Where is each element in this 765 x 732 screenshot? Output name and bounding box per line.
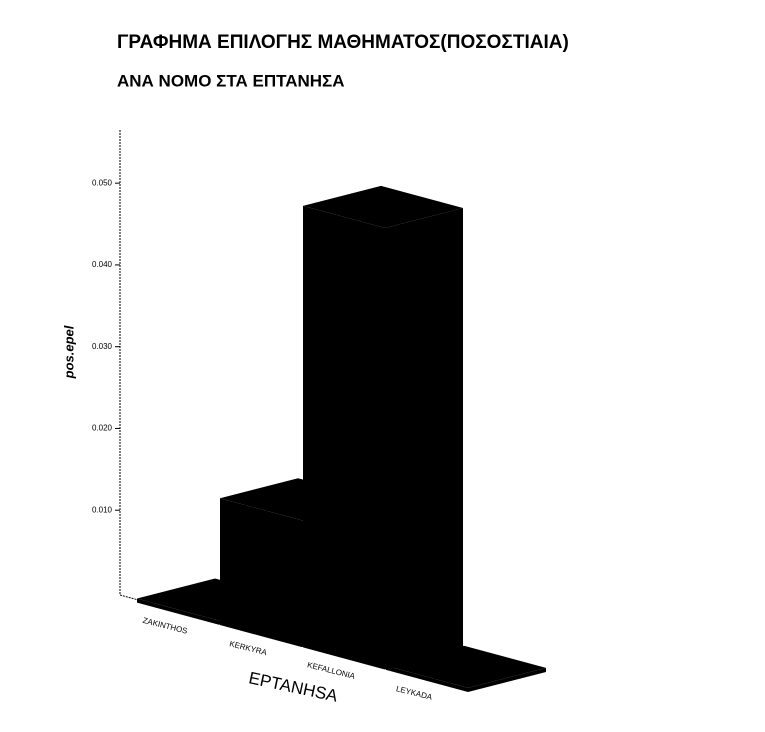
- x-tick-label: KERKYRA: [228, 639, 268, 657]
- x-tick-label: ZAKINTHOS: [142, 616, 189, 636]
- y-tick-label: 0.030: [92, 342, 113, 351]
- x-tick-label: LEYKADA: [395, 684, 434, 702]
- y-tick-label: 0.040: [92, 260, 113, 269]
- bar: [303, 205, 385, 670]
- bar-side: [385, 207, 463, 670]
- bar-top: [386, 645, 546, 688]
- bar: [137, 598, 219, 625]
- bar: [220, 498, 302, 648]
- y-axis-title: pos.epel: [61, 325, 76, 379]
- bar-side: [468, 667, 546, 692]
- x-tick-label: KEFALLONIA: [306, 660, 356, 681]
- y-tick-label: 0.010: [92, 505, 113, 514]
- chart-subtitle: ΑΝΑ ΝΟΜΟ ΣΤΑ ΕΠΤΑΝΗΣΑ: [117, 71, 345, 90]
- bar: [386, 665, 468, 692]
- y-tick-label: 0.020: [92, 424, 113, 433]
- y-tick-label: 0.050: [92, 178, 113, 187]
- bar-top: [303, 185, 463, 228]
- chart-title: ΓΡΑΦΗΜΑ ΕΠΙΛΟΓΗΣ ΜΑΘΗΜΑΤΟΣ(ΠΟΣΟΣΤΙΑΙΑ): [117, 32, 569, 53]
